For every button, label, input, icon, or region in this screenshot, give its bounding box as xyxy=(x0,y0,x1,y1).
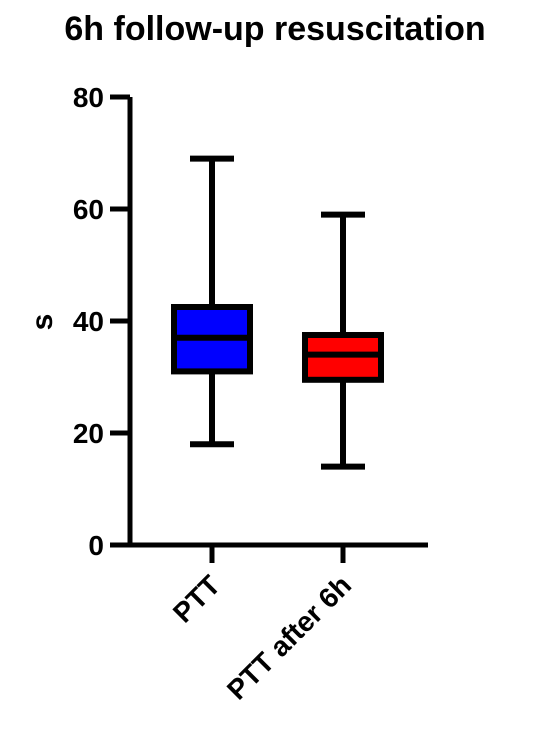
chart-title: 6h follow-up resuscitation xyxy=(64,10,485,48)
y-tick-label: 80 xyxy=(73,82,104,113)
y-tick-label: 0 xyxy=(88,530,104,561)
x-category-label: PTT xyxy=(167,569,226,628)
x-category-label: PTT after 6h xyxy=(221,569,357,705)
y-tick-label: 40 xyxy=(73,306,104,337)
box-plot-series xyxy=(171,155,384,470)
y-tick-label: 60 xyxy=(73,194,104,225)
y-axis-ticks: 0 20 40 60 80 xyxy=(73,82,130,561)
y-axis-label: s xyxy=(26,314,59,331)
box-group xyxy=(171,155,253,448)
box-group xyxy=(302,211,384,470)
y-tick-label: 20 xyxy=(73,418,104,449)
